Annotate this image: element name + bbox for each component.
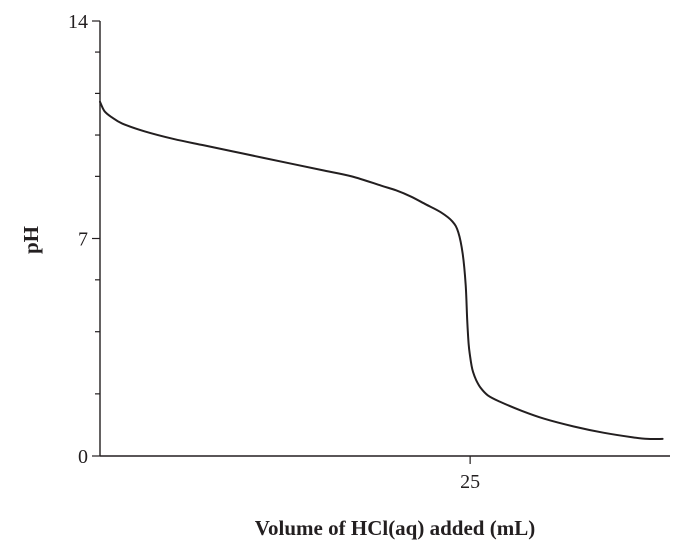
y-tick-label: 7 (78, 229, 88, 251)
axes (99, 21, 670, 457)
x-axis-label: Volume of HCl(aq) added (mL) (255, 516, 535, 540)
tick-labels: 0 7 14 25 (68, 11, 480, 493)
y-axis-label: pH (19, 226, 43, 254)
titration-curve-line (99, 100, 664, 441)
y-tick-label: 14 (68, 11, 88, 33)
curve-layer (99, 100, 664, 441)
y-tick-label: 0 (78, 446, 88, 468)
x-tick-label: 25 (460, 471, 480, 493)
ticks (92, 20, 471, 464)
